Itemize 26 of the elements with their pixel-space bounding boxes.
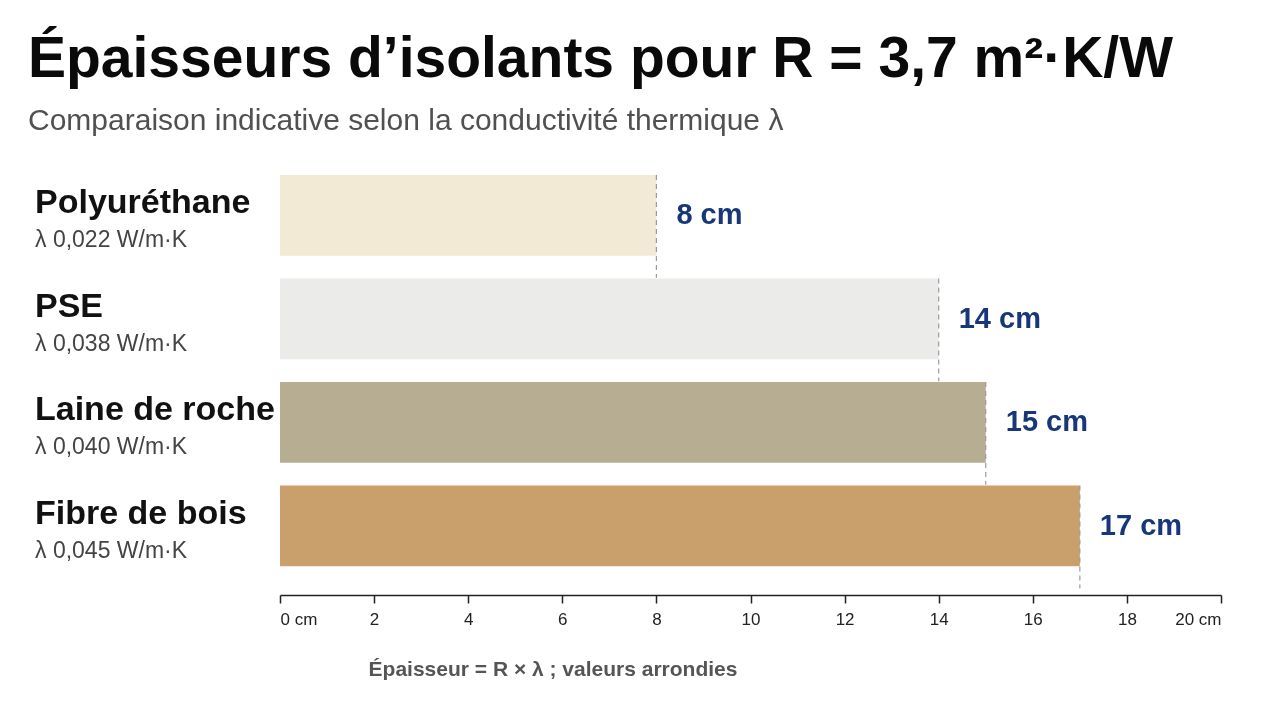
category-label: Polyuréthane λ 0,022 W/m·K	[35, 182, 251, 253]
bar	[280, 382, 986, 463]
data-label: 15 cm	[1005, 405, 1088, 438]
x-tick-label: 16	[1023, 609, 1043, 629]
x-tick-label: 2	[369, 609, 380, 629]
data-label: 14 cm	[958, 301, 1041, 334]
x-tick-label: 10	[741, 609, 761, 629]
chart-subtitle: Comparaison indicative selon la conductivité thermique λ	[28, 103, 784, 136]
x-tick-label: 6	[558, 609, 568, 629]
bar	[280, 485, 1080, 567]
x-tick-label: 14	[929, 609, 949, 629]
category-label: Laine de roche λ 0,040 W/m·K	[35, 389, 275, 460]
data-label: 17 cm	[1099, 508, 1183, 541]
x-tick-label: 18	[1117, 609, 1137, 629]
category-label: Fibre de bois λ 0,045 W/m·K	[35, 492, 247, 563]
x-tick-label: 12	[835, 609, 855, 629]
x-tick-label: 8	[652, 609, 662, 629]
bar	[280, 278, 939, 360]
chart-title: Épaisseurs d’isolants pour R = 3,7 m²·K/W	[28, 25, 1174, 89]
category-label: PSE λ 0,038 W/m·K	[35, 285, 188, 356]
bar	[280, 175, 657, 256]
text: Épaisseur = R × λ ; valeurs arrondies	[368, 657, 738, 680]
x-tick-label: 4	[463, 609, 474, 629]
x-tick-label: 0 cm	[280, 609, 318, 629]
data-label: 8 cm	[676, 198, 743, 231]
x-tick-label: 20 cm	[1175, 609, 1222, 629]
